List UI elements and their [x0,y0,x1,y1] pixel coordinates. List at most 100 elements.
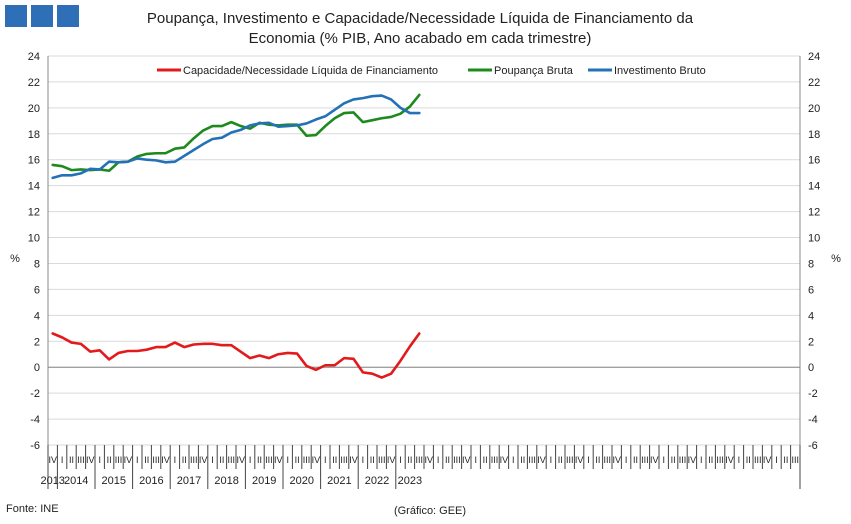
year-label: 2016 [139,475,163,487]
legend-label-3: Investimento Bruto [614,65,706,77]
year-label: 2023 [398,475,422,487]
quarter-label: IV [274,455,283,465]
y-tick-label-left: 2 [34,336,40,348]
series-line-1 [51,332,421,379]
quarter-label: II [520,455,525,465]
year-label: 2013 [40,475,64,487]
quarter-label: II [182,455,187,465]
y-tick-label-right: 24 [808,51,820,63]
quarter-label: II [332,455,337,465]
quarter-label: I [399,455,402,465]
legend: Capacidade/Necessidade Líquida de Financ… [157,65,706,77]
quarter-label: II [144,455,149,465]
quarter-label: I [324,455,327,465]
quarter-label: II [107,455,112,465]
quarter-label: I [775,455,778,465]
year-label: 2017 [177,475,201,487]
quarter-label: IV [236,455,245,465]
series-lines [51,93,421,379]
y-tick-label-right: 14 [808,181,820,193]
y-tick-label-left: 4 [34,310,40,322]
quarter-label: IV [537,455,546,465]
quarter-label: III [190,455,198,465]
quarter-label: I [211,455,214,465]
quarter-label: III [604,455,612,465]
logo [5,5,79,27]
year-label: 2020 [290,475,314,487]
quarter-label: I [249,455,252,465]
quarter-label: I [512,455,515,465]
quarter-label: II [445,455,450,465]
quarter-label: IV [48,455,57,465]
quarter-label: I [738,455,741,465]
quarter-label: II [671,455,676,465]
quarter-label: IV [575,455,584,465]
quarter-label: I [625,455,628,465]
quarter-label: III [528,455,536,465]
quarter-label: III [228,455,236,465]
y-tick-label-left: 16 [28,155,40,167]
quarter-label: IV [199,455,208,465]
quarter-label: II [69,455,74,465]
y-tick-label-left: 22 [28,77,40,89]
logo-square-3 [57,5,79,27]
series-line-2 [51,93,421,173]
quarter-label: II [370,455,375,465]
quarter-label: II [783,455,788,465]
y-tick-label-left: 20 [28,103,40,115]
chart-credit: (Gráfico: GEE) [394,505,466,517]
quarter-label: IV [725,455,734,465]
quarter-label: I [174,455,177,465]
quarter-label: IV [612,455,621,465]
y-tick-label-right: -4 [808,414,818,426]
quarter-label: I [61,455,64,465]
x-axis: IV I II III IV I II III IV I II III IV I II III IV I II III… [40,445,801,489]
quarter-label: III [716,455,724,465]
year-label: 2021 [327,475,351,487]
logo-square-2 [31,5,53,27]
y-tick-label-right: 8 [808,258,814,270]
quarter-label: II [257,455,262,465]
y-tick-label-right: -6 [808,440,818,452]
quarter-label: I [550,455,553,465]
source-note: Fonte: INE [6,503,59,515]
quarter-label: II [407,455,412,465]
quarter-label: II [595,455,600,465]
quarter-label: II [483,455,488,465]
quarter-label: III [679,455,687,465]
y-tick-label-left: 0 [34,362,40,374]
quarter-label: III [378,455,386,465]
y-tick-label-left: 18 [28,129,40,141]
y-tick-label-left: 24 [28,51,40,63]
y-axis-label-left: % [10,253,20,265]
year-label: 2015 [102,475,126,487]
y-tick-label-left: 14 [28,181,40,193]
quarter-label: IV [763,455,772,465]
quarter-label: IV [349,455,358,465]
year-label: 2014 [64,475,88,487]
chart-title-line-1: Poupança, Investimento e Capacidade/Nece… [147,10,694,27]
y-tick-label-left: -6 [30,440,40,452]
quarter-label: I [700,455,703,465]
quarter-label: II [633,455,638,465]
quarter-label: III [152,455,160,465]
quarter-label: I [587,455,590,465]
y-tick-label-right: 6 [808,284,814,296]
quarter-label: IV [500,455,509,465]
chart-title-line-2: Economia (% PIB, Ano acabado em cada tri… [249,30,592,47]
quarter-label: III [453,455,461,465]
grid [48,55,800,446]
y-tick-label-right: 4 [808,310,814,322]
quarter-label: III [115,455,123,465]
year-label: 2022 [365,475,389,487]
quarter-label: I [662,455,665,465]
legend-label-2: Poupança Bruta [494,65,574,77]
year-label: 2018 [214,475,238,487]
quarter-label: II [295,455,300,465]
axes [47,56,801,445]
quarter-label: II [708,455,713,465]
quarter-label: IV [124,455,133,465]
